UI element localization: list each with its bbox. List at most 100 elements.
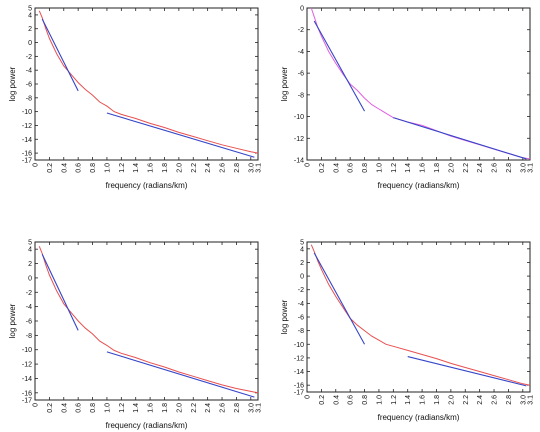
x-tick-label: 1.4 [405, 395, 412, 405]
x-axis-label: frequency (radians/km) [378, 413, 460, 422]
y-tick-label: -6 [298, 71, 304, 78]
y-tick-label: -10 [294, 114, 304, 121]
y-tick-label: -4 [26, 68, 32, 75]
x-tick-label: 3.0 [248, 403, 255, 413]
y-tick-label: -16 [22, 151, 32, 158]
y-tick-label: 5 [28, 6, 32, 13]
y-tick-label: -8 [26, 333, 32, 340]
y-tick-label: -12 [294, 136, 304, 143]
y-axis-label: log power [8, 66, 17, 101]
x-tick-label: 0 [33, 403, 40, 407]
y-tick-label: -10 [22, 347, 32, 354]
x-tick-label: 2.0 [176, 163, 183, 173]
x-tick-label: 0.6 [76, 163, 83, 173]
x-tick-label: 2.2 [463, 163, 470, 173]
x-tick-label: 3.0 [520, 395, 527, 405]
x-tick-label: 0.2 [319, 395, 326, 405]
chart-panel-2: 0 0.2 0.4 0.6 0.8 1.0 1.2 1.4 1.6 1.8 2.0 2.2 2.4 2.6… [280, 6, 535, 191]
y-tick-label: -2 [26, 54, 32, 61]
y-tick-label: -6 [26, 319, 32, 326]
y-tick-label: 0 [300, 6, 304, 13]
x-tick-label: 1.6 [148, 403, 155, 413]
x-tick-label: 1.8 [434, 395, 441, 405]
fit-line-1 [41, 253, 79, 331]
y-tick-label: -2 [298, 27, 304, 34]
x-tick-label: 1.4 [405, 163, 412, 173]
x-tick-label: 1.8 [162, 163, 169, 173]
y-axis-label: log power [280, 299, 289, 334]
y-tick-label: -6 [298, 315, 304, 322]
y-axis-label: log power [280, 66, 289, 101]
x-tick-label: 1.6 [420, 395, 427, 405]
y-tick-label: -17 [294, 390, 304, 397]
y-tick-label: 0 [300, 274, 304, 281]
x-tick-label: 0.6 [348, 395, 355, 405]
plot-frame [34, 7, 259, 161]
x-tick-label: 1.6 [420, 163, 427, 173]
x-tick-label: 0.2 [47, 163, 54, 173]
y-tick-label: -14 [22, 137, 32, 144]
fit-line-2 [106, 351, 255, 398]
fit-line-1 [41, 18, 79, 92]
x-tick-label: 1.0 [104, 403, 111, 413]
x-tick-label: 2.0 [448, 163, 455, 173]
x-tick-label: 1.2 [119, 403, 126, 413]
x-axis-label: frequency (radians/km) [106, 421, 188, 430]
y-tick-label: -12 [22, 362, 32, 369]
x-tick-label: 2.6 [492, 163, 499, 173]
x-tick-label: 3.1 [256, 163, 263, 173]
x-tick-label: 2.6 [220, 163, 227, 173]
x-tick-label: 2.0 [176, 403, 183, 413]
y-tick-label: 2 [28, 26, 32, 33]
x-tick-label: 3.0 [248, 163, 255, 173]
x-tick-label: 0.4 [333, 163, 340, 173]
chart-panel-3: 0 0.2 0.4 0.6 0.8 1.0 1.2 1.4 1.6 1.8 2.0 2.2 2.4 2.6… [8, 240, 263, 431]
y-tick-label: -17 [22, 158, 32, 165]
x-tick-label: 1.8 [434, 163, 441, 173]
y-tick-label: 0 [28, 40, 32, 47]
y-tick-label: -12 [22, 123, 32, 130]
plot-frame [306, 241, 531, 393]
x-tick-label: 3.1 [528, 163, 535, 173]
x-tick-label: 2.0 [448, 395, 455, 405]
x-tick-label: 2.2 [463, 395, 470, 405]
x-tick-label: 1.6 [148, 163, 155, 173]
x-tick-label: 0.4 [333, 395, 340, 405]
y-tick-label: -8 [26, 95, 32, 102]
plot-frame [34, 241, 259, 401]
x-tick-label: 0.6 [348, 163, 355, 173]
fit-line-1 [313, 252, 366, 345]
x-tick-label: 2.8 [506, 395, 513, 405]
y-tick-label: -14 [294, 369, 304, 376]
x-tick-label: 2.6 [220, 403, 227, 413]
x-tick-label: 1.2 [119, 163, 126, 173]
y-tick-label: -4 [26, 304, 32, 311]
x-axis-label: frequency (radians/km) [106, 181, 188, 190]
x-tick-label: 0 [33, 163, 40, 167]
x-tick-label: 2.4 [477, 163, 484, 173]
y-tick-label: 5 [28, 240, 32, 247]
x-tick-label: 3.1 [528, 395, 535, 405]
x-tick-label: 0.2 [319, 163, 326, 173]
y-tick-label: -12 [294, 355, 304, 362]
y-axis-label: log power [8, 303, 17, 338]
y-tick-label: 4 [28, 247, 32, 254]
fit-line-2 [407, 356, 527, 387]
x-tick-label: 0.4 [61, 163, 68, 173]
fit-line-2 [393, 117, 527, 160]
y-tick-label: -14 [22, 376, 32, 383]
x-tick-label: 0 [305, 163, 312, 167]
y-tick-label: 2 [28, 261, 32, 268]
y-tick-label: -16 [294, 383, 304, 390]
x-tick-label: 0 [305, 395, 312, 399]
y-tick-label: -10 [22, 109, 32, 116]
x-tick-label: 3.0 [520, 163, 527, 173]
x-tick-label: 0.4 [61, 403, 68, 413]
x-tick-label: 1.0 [104, 163, 111, 173]
y-tick-label: 4 [300, 246, 304, 253]
x-tick-label: 1.2 [391, 395, 398, 405]
x-tick-label: 2.8 [234, 403, 241, 413]
y-tick-label: -14 [294, 158, 304, 165]
x-tick-label: 1.0 [376, 395, 383, 405]
